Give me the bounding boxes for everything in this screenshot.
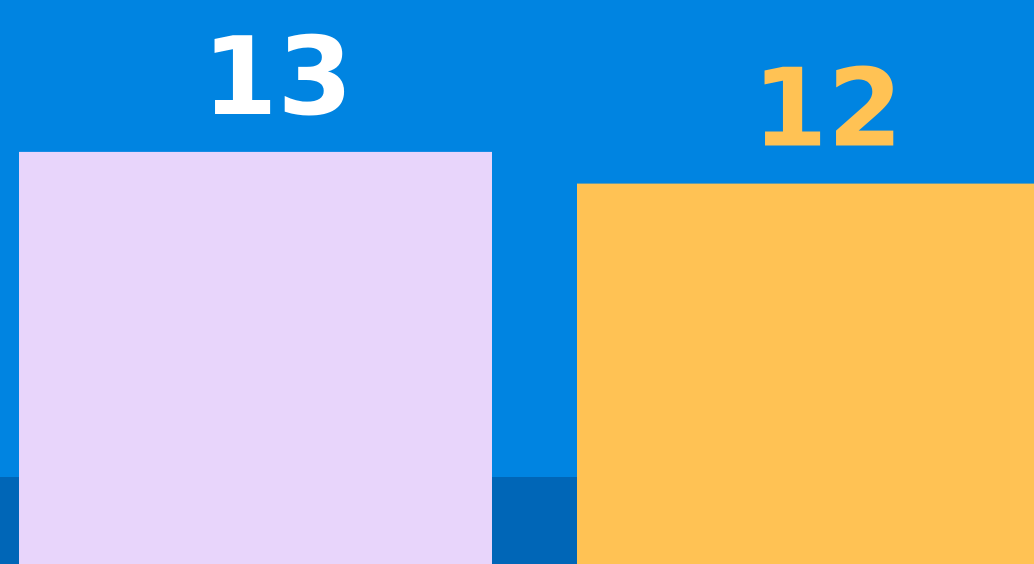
bar-1 [19, 151, 492, 564]
bar-2-value-label: 12 [752, 47, 902, 172]
bar-1-value-label: 13 [202, 15, 352, 140]
bar-2 [577, 183, 1034, 564]
